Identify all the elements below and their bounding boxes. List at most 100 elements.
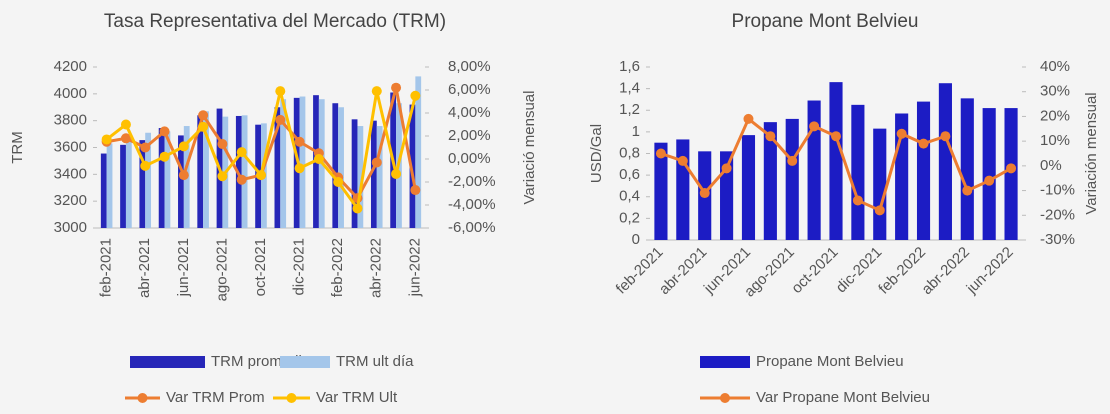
y-tick-label: 1,4 <box>619 80 640 97</box>
bar <box>851 104 865 240</box>
legend-label: Var Propane Mont Belvieu <box>756 389 930 406</box>
y2-tick-label: 0,00% <box>448 150 491 167</box>
point <box>294 163 305 174</box>
bar <box>120 144 126 228</box>
point <box>831 131 841 142</box>
y-tick-label: 3600 <box>54 138 87 155</box>
point <box>655 148 666 159</box>
bar <box>158 128 165 228</box>
legend-swatch <box>720 393 730 403</box>
point <box>391 168 402 179</box>
point <box>391 82 402 93</box>
point <box>984 175 995 186</box>
point <box>352 203 363 214</box>
point <box>313 154 324 164</box>
y-axis-label: USD/Gal <box>588 124 605 183</box>
legend-label: Var TRM Prom <box>166 389 265 406</box>
bar <box>785 118 799 240</box>
x-tick-label: abr-2021 <box>136 238 153 298</box>
bar <box>125 136 132 228</box>
bar <box>100 153 107 228</box>
bar <box>332 103 339 228</box>
chart-title: Tasa Representativa del Mercado (TRM) <box>104 11 446 32</box>
point <box>101 134 112 145</box>
bar <box>299 96 306 229</box>
bar <box>274 107 281 228</box>
point <box>236 174 247 185</box>
point <box>294 136 305 147</box>
y-tick-label: 3200 <box>54 192 87 209</box>
bar <box>409 104 416 228</box>
bar <box>280 99 287 228</box>
point <box>371 157 382 168</box>
y-tick-label: 1,2 <box>619 101 640 118</box>
point <box>217 139 228 150</box>
y2-tick-label: 4,00% <box>448 104 491 121</box>
bar <box>370 120 377 228</box>
bar <box>145 132 152 228</box>
y2-tick-label: -2,00% <box>448 173 496 190</box>
x-tick-label: abr-2022 <box>368 238 385 298</box>
bar <box>807 100 821 240</box>
point <box>333 177 344 187</box>
legend-label: Propane Mont Belvieu <box>756 353 904 370</box>
y-tick-label: 0,6 <box>619 166 640 183</box>
point <box>962 185 973 196</box>
y2-tick-label: 20% <box>1040 107 1070 124</box>
legend-swatch <box>700 356 750 368</box>
point <box>787 155 798 166</box>
point <box>721 163 732 174</box>
y-tick-label: 3000 <box>54 219 87 236</box>
point <box>410 185 421 196</box>
bar <box>203 111 209 228</box>
y-tick-label: 0,2 <box>619 209 640 226</box>
point <box>178 170 189 181</box>
y2-tick-label: 6,00% <box>448 81 491 98</box>
bar <box>676 139 690 240</box>
point <box>236 147 247 158</box>
bar <box>763 122 777 240</box>
x-tick-label: oct-2021 <box>252 238 269 296</box>
y2-tick-label: 40% <box>1040 58 1070 75</box>
point <box>120 119 131 130</box>
point <box>940 131 951 142</box>
y-tick-label: 1 <box>632 123 640 140</box>
legend-swatch <box>130 356 205 368</box>
point <box>918 138 929 149</box>
x-tick-label: ago-2021 <box>213 238 230 301</box>
x-tick-label: jun-2022 <box>406 238 423 297</box>
legend-swatch <box>286 393 297 403</box>
bar <box>1004 108 1018 241</box>
y-tick-label: 0,8 <box>619 144 640 161</box>
bar <box>106 143 113 228</box>
legend-swatch <box>137 393 148 403</box>
point <box>874 205 885 216</box>
y2-tick-label: -20% <box>1040 206 1075 223</box>
point <box>159 126 170 137</box>
y-tick-label: 3800 <box>54 112 87 129</box>
point <box>140 142 151 153</box>
y2-tick-label: 10% <box>1040 132 1070 149</box>
point <box>275 86 286 97</box>
y2-tick-label: 8,00% <box>448 58 491 75</box>
bar <box>982 108 996 241</box>
bar <box>357 126 364 228</box>
y2-tick-label: 0% <box>1040 157 1062 174</box>
y2-tick-label: -10% <box>1040 182 1075 199</box>
point <box>256 170 266 181</box>
point <box>159 151 170 162</box>
point <box>120 133 131 144</box>
legend-label: Var TRM Ult <box>316 389 398 406</box>
point <box>699 188 710 199</box>
point <box>198 121 209 132</box>
bar <box>938 83 952 240</box>
y-tick-label: 3400 <box>54 165 87 182</box>
bar <box>376 126 383 228</box>
x-tick-label: feb-2021 <box>98 238 115 297</box>
y-tick-label: 0,4 <box>619 188 640 205</box>
bar <box>654 142 668 240</box>
y-tick-label: 4200 <box>54 58 87 75</box>
point <box>677 155 688 166</box>
bar <box>178 135 184 228</box>
legend-swatch <box>280 356 330 368</box>
